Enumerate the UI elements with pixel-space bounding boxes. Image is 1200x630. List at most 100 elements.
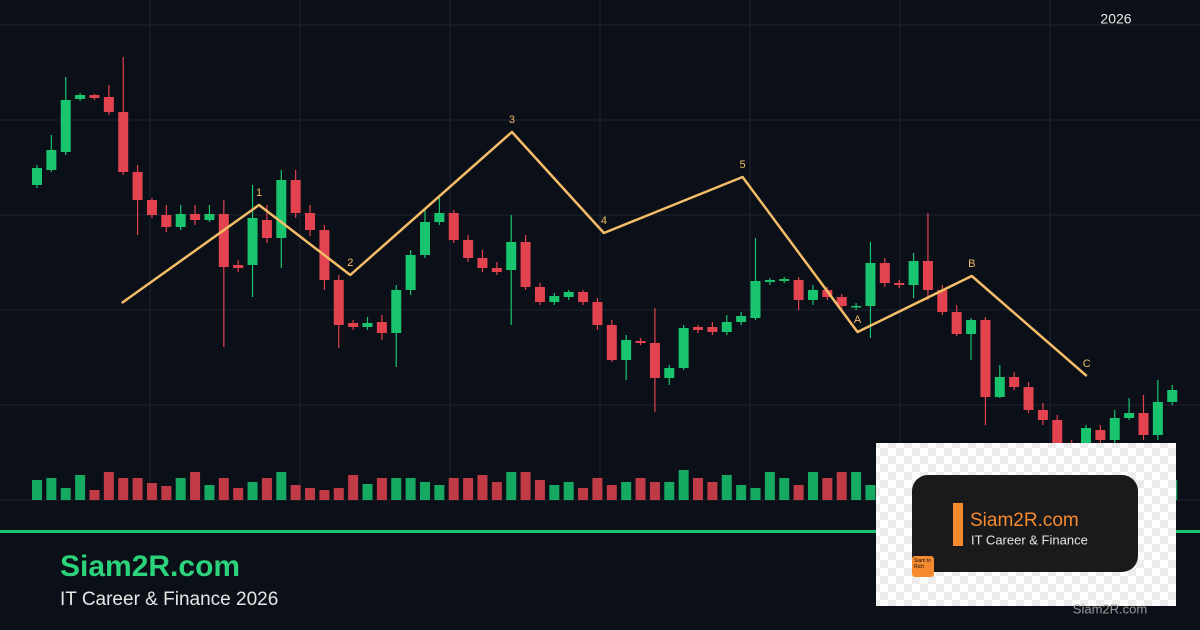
candle-body (649, 343, 660, 378)
volume-bar (578, 488, 589, 500)
candle-body (678, 328, 689, 368)
candle-body (261, 220, 272, 238)
volume-bar (649, 482, 660, 500)
candle-body (779, 279, 790, 281)
candle-body (1167, 390, 1178, 402)
candle-body (994, 377, 1005, 397)
candle-body (1081, 428, 1092, 443)
volume-bar (865, 485, 876, 500)
wave-label: 3 (509, 114, 515, 126)
candle-body (635, 341, 646, 343)
candle-body (46, 150, 57, 170)
candle-body (362, 323, 373, 327)
candle-body (1009, 377, 1020, 387)
volume-bar (793, 485, 804, 500)
candle-body (161, 215, 172, 227)
badge: Siam2R.com IT Career & Finance Siam to R… (876, 443, 1176, 616)
volume-bar (333, 488, 344, 500)
candle-body (664, 368, 675, 378)
volume-bar (736, 485, 747, 500)
wave-line (121, 130, 1088, 377)
volume-bar (836, 472, 847, 500)
volume-bar (707, 482, 718, 500)
candle-body (980, 320, 991, 397)
volume-bar (89, 490, 100, 500)
candle-body (764, 280, 775, 282)
volume-bar (419, 482, 430, 500)
wave-label: 5 (740, 159, 746, 171)
badge-icon (912, 556, 934, 577)
year-label: 2026 (1100, 11, 1131, 27)
candle-body (477, 258, 488, 268)
volume-bar (434, 485, 445, 500)
candle-body (333, 280, 344, 325)
volume-bar (161, 486, 172, 500)
volume-bar (348, 475, 359, 500)
badge-bar (953, 503, 963, 546)
candle-body (175, 214, 186, 227)
volume-bar (233, 488, 244, 500)
candle-body (1138, 413, 1149, 435)
volume-bar (146, 483, 157, 500)
volume-bar (491, 482, 502, 500)
candle-body (60, 100, 71, 152)
candle-body (1152, 402, 1163, 435)
candle-body (865, 263, 876, 306)
candle-body (305, 213, 316, 230)
volume-bar (305, 488, 316, 500)
wave-label: 1 (256, 187, 262, 199)
volume-bar (664, 482, 675, 500)
volume-bar (362, 484, 373, 500)
volume-bar (405, 478, 416, 500)
candle-body (793, 280, 804, 300)
volume-bar (290, 485, 301, 500)
candle-body (247, 218, 258, 265)
candle-body (807, 290, 818, 300)
watermark: Siam2R.com (1073, 601, 1147, 616)
wave-label: 4 (601, 215, 607, 227)
candle-body (434, 213, 445, 222)
candle-body (75, 95, 86, 99)
candle-body (606, 325, 617, 360)
candle-body (836, 297, 847, 306)
candle-body (233, 265, 244, 268)
volume-bar (132, 478, 143, 500)
candle-body (89, 95, 100, 98)
candle-body (491, 268, 502, 272)
candle-body (707, 327, 718, 332)
candle-body (851, 306, 862, 308)
wave-label: B (968, 258, 975, 270)
candle-body (103, 97, 114, 112)
volume-bar (276, 472, 287, 500)
candle-body (419, 222, 430, 255)
candle-body (693, 327, 704, 330)
volume-bar (721, 475, 732, 500)
volume-bar (376, 478, 387, 500)
volume-bar (60, 488, 71, 500)
candle-body (132, 172, 143, 200)
volume-bar (391, 478, 402, 500)
volume-bar (46, 478, 57, 500)
candle-body (1037, 410, 1048, 420)
candle-body (290, 180, 301, 213)
volume-bar (563, 482, 574, 500)
candle-body (506, 242, 517, 270)
volume-bar (448, 478, 459, 500)
volume-bar (190, 472, 201, 500)
volume-bar (477, 475, 488, 500)
candle-body (276, 180, 287, 238)
candle-body (908, 261, 919, 285)
badge-card (912, 475, 1138, 572)
candle-body (592, 302, 603, 325)
volume-bar (779, 478, 790, 500)
volume-bar (822, 478, 833, 500)
candle-body (894, 283, 905, 285)
wave-label: C (1083, 358, 1091, 370)
wave-label: A (854, 314, 862, 326)
volume-bar (32, 480, 42, 500)
candle-body (520, 242, 531, 287)
divider (0, 530, 1200, 533)
volume-bar (635, 478, 646, 500)
